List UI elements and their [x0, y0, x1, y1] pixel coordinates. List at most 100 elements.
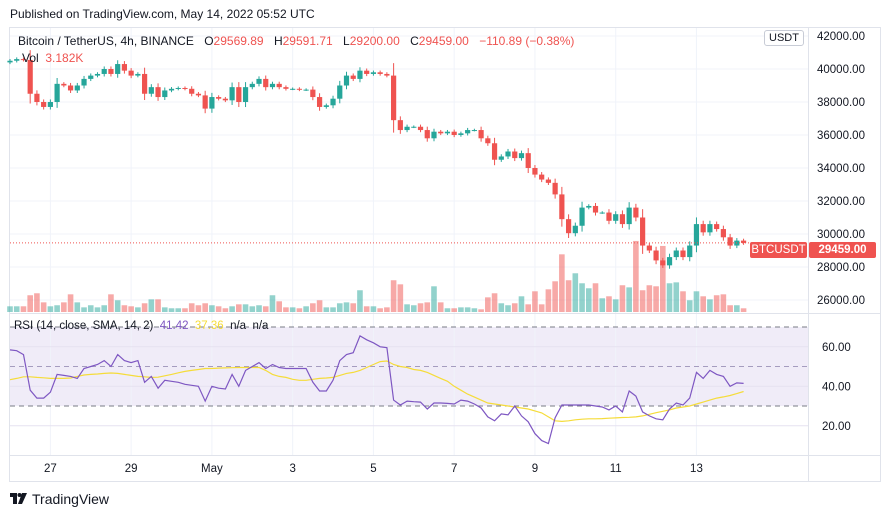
symbol-price-tag: BTCUSDT: [750, 242, 807, 258]
ohlc-open: O29569.89: [204, 34, 263, 48]
volume-bar: [384, 307, 390, 312]
candle-body: [666, 257, 673, 266]
volume-bar: [40, 302, 47, 312]
rsi-na-2: n/a: [252, 320, 269, 332]
candle-body: [431, 131, 437, 139]
volume-bar: [411, 305, 417, 312]
volume-bar: [377, 308, 383, 312]
volume-bar: [330, 307, 336, 312]
volume-bar: [289, 307, 296, 312]
volume-bar: [444, 308, 451, 312]
candle-body: [155, 87, 161, 98]
candle-body: [61, 83, 67, 86]
volume-value: 3.182K: [45, 51, 84, 65]
candle-body: [720, 229, 726, 238]
candle-body: [269, 83, 276, 88]
candle-body: [74, 85, 80, 91]
volume-bar: [236, 304, 242, 312]
time-axis-label: 13: [690, 463, 703, 475]
volume-bar: [390, 280, 397, 312]
candle-body: [465, 130, 471, 134]
volume-bar: [451, 308, 457, 312]
candle-body: [81, 78, 87, 86]
candle-body: [370, 72, 377, 74]
candle-body: [236, 87, 242, 102]
volume-bar: [485, 297, 491, 312]
volume-bar: [256, 305, 262, 312]
candle-body: [740, 240, 747, 243]
candle-body: [216, 97, 222, 99]
volume-bar: [222, 308, 229, 312]
candle-body: [680, 250, 686, 258]
candle-body: [67, 85, 74, 91]
time-axis-label: 29: [125, 463, 138, 475]
price-axis-label: 32000.00: [817, 196, 865, 208]
candle-body: [337, 85, 343, 99]
volume-bar: [633, 240, 639, 312]
volume-bar: [727, 305, 733, 312]
rsi-axis-label: 60.00: [822, 342, 851, 354]
volume-bar: [720, 294, 727, 312]
candle-body: [700, 224, 706, 233]
candle-body: [47, 102, 53, 107]
brand-name: TradingView: [32, 491, 110, 507]
candle-body: [606, 212, 612, 221]
symbol-legend: Bitcoin / TetherUS, 4h, BINANCE O29569.8…: [18, 34, 581, 48]
price-axis-label: 40000.00: [817, 64, 865, 76]
ohlc-low: L29200.00: [343, 34, 400, 48]
candle-body: [640, 217, 646, 246]
volume-bar: [135, 307, 141, 312]
candle-body: [7, 60, 13, 63]
volume-bar: [552, 281, 558, 312]
candle-body: [350, 75, 356, 79]
volume-bar: [242, 304, 249, 312]
close-value: 29459.00: [418, 34, 469, 48]
volume-bar: [532, 291, 538, 312]
time-axis-label: 5: [370, 463, 376, 475]
time-axis-label: 7: [451, 463, 457, 475]
volume-bar: [592, 283, 599, 312]
candle-body: [397, 120, 403, 131]
candle-body: [384, 73, 390, 76]
volume-bar: [464, 307, 471, 312]
volume-bar: [94, 307, 101, 312]
volume-bar: [707, 299, 713, 312]
candle-body: [283, 87, 289, 89]
candle-body: [572, 225, 578, 234]
volume-bar: [491, 293, 498, 312]
tradingview-logo[interactable]: TradingView: [10, 491, 109, 507]
rsi-axis-label: 20.00: [822, 421, 851, 433]
candle-body: [290, 88, 296, 90]
candle-body: [20, 59, 27, 61]
candle-body: [296, 88, 302, 90]
rsi-axis-label: 40.00: [822, 381, 851, 393]
candle-body: [202, 95, 208, 109]
candle-body: [209, 97, 215, 109]
price-axis-label: 30000.00: [817, 229, 865, 241]
volume-bar: [370, 306, 377, 312]
candle-body: [539, 174, 545, 180]
volume-bar: [215, 306, 222, 312]
volume-bar: [67, 294, 74, 312]
volume-bar: [693, 291, 700, 312]
volume-bar: [209, 305, 215, 312]
candle-body: [175, 87, 181, 89]
currency-button[interactable]: USDT: [764, 30, 804, 46]
volume-bar: [511, 303, 518, 312]
volume-bar: [538, 304, 545, 312]
candle-body: [525, 153, 531, 168]
volume-bar: [740, 308, 747, 312]
volume-bar: [7, 306, 13, 312]
low-label: L: [343, 34, 350, 48]
time-axis-label: May: [201, 463, 223, 475]
candle-body: [498, 156, 504, 160]
candle-body: [458, 133, 464, 135]
volume-bar: [404, 304, 410, 312]
candle-body: [88, 75, 94, 79]
volume-bar: [283, 307, 289, 312]
close-label: C: [410, 34, 419, 48]
volume-bar: [81, 307, 87, 312]
time-axis-label: 9: [532, 463, 538, 475]
last-price-tag: 29459.00: [809, 242, 876, 258]
